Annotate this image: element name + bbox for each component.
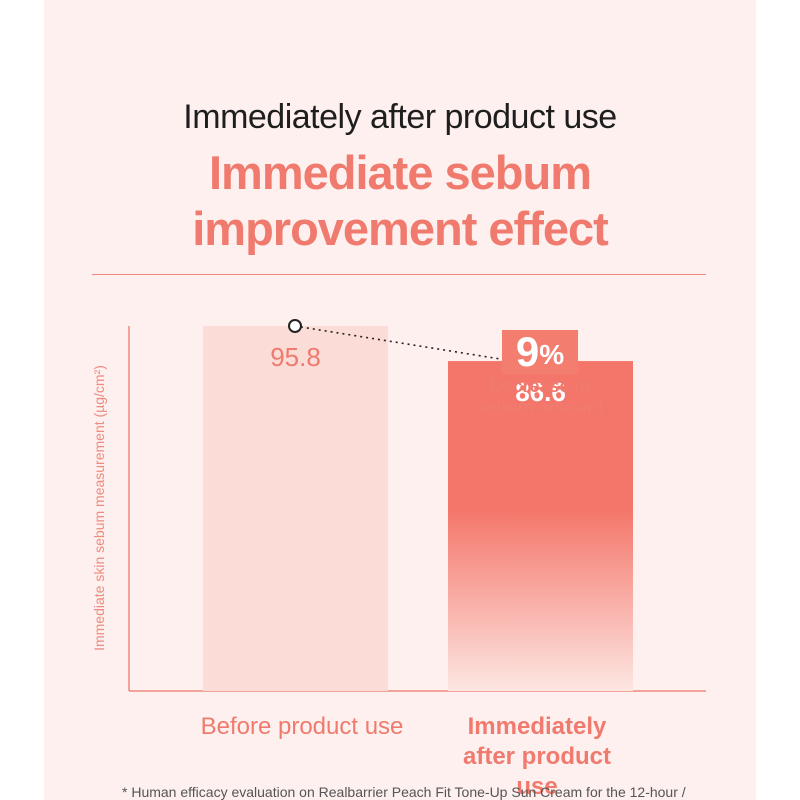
decrease-text: Decrease in sebum amount [440, 376, 640, 418]
title-line-1: Immediate sebum [208, 146, 592, 199]
footnote: * Human efficacy evaluation on Realbarri… [122, 784, 686, 800]
decrease-text-line-1: Decrease in [489, 376, 591, 396]
divider [92, 274, 706, 275]
bar-chart: 95.8 86.6 [128, 319, 706, 692]
title-line-2: improvement effect [192, 202, 609, 255]
bar-after [448, 361, 633, 691]
decrease-badge: 9 % [502, 330, 578, 374]
category-after-line-1: Immediately [467, 713, 607, 740]
bar-before [203, 326, 388, 691]
badge-unit: % [539, 339, 565, 370]
value-label-after: 86.6 [515, 377, 566, 407]
decrease-text-line-2: sebum amount [475, 397, 604, 417]
category-label-after: Immediately after product use [444, 712, 630, 800]
point-before [288, 319, 302, 333]
canvas: Immediately after product use Immediate … [44, 0, 756, 800]
subtitle: Immediately after product use [183, 98, 617, 136]
category-before-line-1: Before product use [200, 713, 404, 740]
value-label-before: 95.8 [270, 342, 321, 372]
trend-line [294, 325, 514, 362]
category-after-line-2: after product use [462, 743, 611, 800]
category-label-before: Before product use [182, 712, 422, 742]
badge-number: 9 [515, 328, 540, 375]
